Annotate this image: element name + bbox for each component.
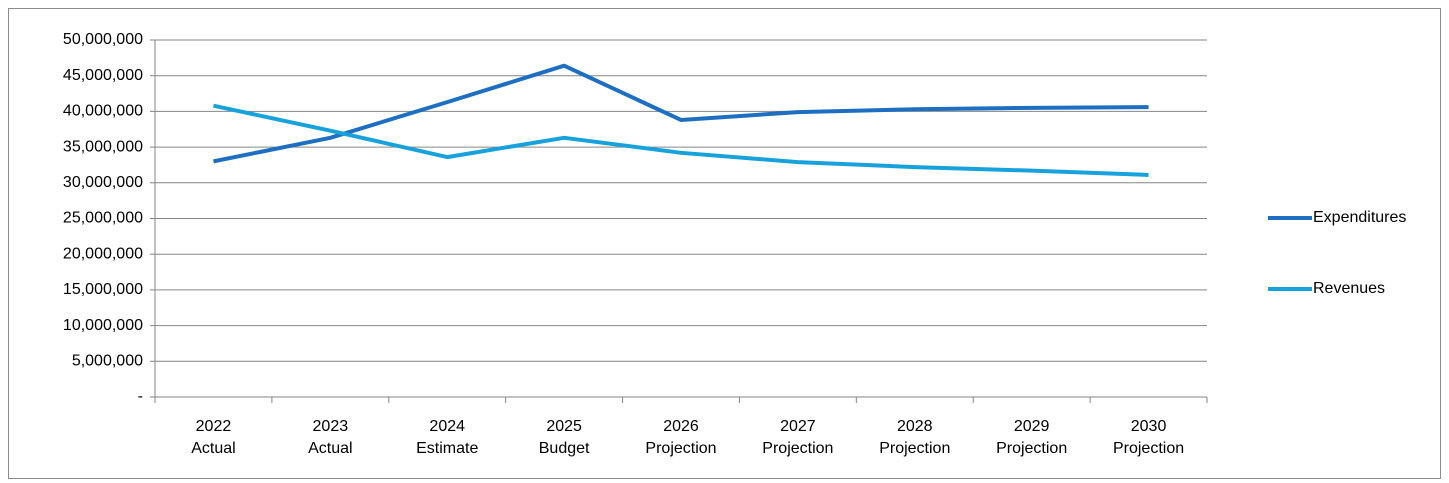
legend-label: Revenues xyxy=(1313,280,1385,297)
x-tick-label-line: 2026 xyxy=(663,418,699,435)
x-tick-label: 2022 Actual xyxy=(191,418,235,457)
x-tick-label: 2029 Projection xyxy=(996,418,1067,457)
y-tick-label: 5,000,000 xyxy=(72,353,143,370)
x-tick-label-line: 2023 xyxy=(313,418,349,435)
x-tick-label-line: Projection xyxy=(996,440,1067,457)
series-line xyxy=(213,63,1149,164)
legend-label: Expenditures xyxy=(1313,209,1406,226)
x-tick-label-line: 2030 xyxy=(1131,418,1167,435)
x-tick-label: 2023 Actual xyxy=(308,418,352,457)
y-tick-label: 40,000,000 xyxy=(63,103,143,120)
x-tick-label: 2024 Estimate xyxy=(416,418,478,457)
x-tick-label-line: Projection xyxy=(645,440,716,457)
x-tick-label-line: Budget xyxy=(539,440,590,457)
x-tick-label-line: Actual xyxy=(308,440,352,457)
y-tick-label: 50,000,000 xyxy=(63,31,143,48)
x-tick-label: 2027 Projection xyxy=(762,418,833,457)
y-tick-label: 10,000,000 xyxy=(63,317,143,334)
y-tick-label: 15,000,000 xyxy=(63,281,143,298)
y-tick-label: 45,000,000 xyxy=(63,67,143,84)
y-tick-label: 30,000,000 xyxy=(63,174,143,191)
x-tick-label-line: 2025 xyxy=(546,418,582,435)
x-tick-label-line: Estimate xyxy=(416,440,478,457)
x-tick-label: 2028 Projection xyxy=(879,418,950,457)
y-tick-label: - xyxy=(138,388,143,405)
chart-border xyxy=(8,8,1441,479)
y-tick-label: 20,000,000 xyxy=(63,245,143,262)
x-tick-label-line: 2024 xyxy=(429,418,465,435)
x-tick-label-line: Projection xyxy=(762,440,833,457)
x-tick-label: 2030 Projection xyxy=(1113,418,1184,457)
series-line xyxy=(213,103,1149,177)
x-tick-label: 2026 Projection xyxy=(645,418,716,457)
x-tick-label-line: Actual xyxy=(191,440,235,457)
y-tick-label: 25,000,000 xyxy=(63,210,143,227)
x-tick-label-line: Projection xyxy=(1113,440,1184,457)
y-tick-label: 35,000,000 xyxy=(63,138,143,155)
x-tick-label-line: Projection xyxy=(879,440,950,457)
x-tick-label-line: 2022 xyxy=(196,418,232,435)
x-tick-label-line: 2027 xyxy=(780,418,816,435)
x-tick-label-line: 2028 xyxy=(897,418,933,435)
x-tick-label-line: 2029 xyxy=(1014,418,1050,435)
x-tick-label: 2025 Budget xyxy=(539,418,590,457)
